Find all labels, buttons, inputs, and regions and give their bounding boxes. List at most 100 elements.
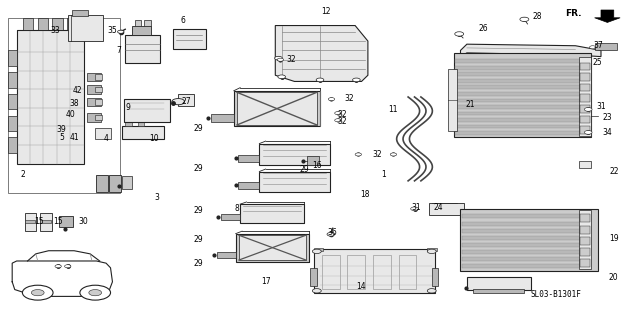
Circle shape: [390, 153, 397, 156]
Bar: [240, 204, 304, 223]
Circle shape: [65, 265, 71, 268]
Circle shape: [278, 75, 285, 79]
Bar: [462, 250, 586, 254]
Bar: [456, 72, 580, 76]
Circle shape: [80, 285, 111, 300]
Circle shape: [89, 290, 102, 296]
Circle shape: [584, 108, 592, 111]
Text: 5: 5: [59, 133, 64, 142]
Bar: [462, 264, 586, 268]
Text: 32: 32: [372, 150, 382, 159]
Circle shape: [355, 153, 362, 156]
Bar: [238, 182, 259, 189]
Bar: [8, 51, 17, 66]
Circle shape: [55, 265, 61, 268]
Text: SL03-B1301F: SL03-B1301F: [531, 290, 582, 299]
Bar: [138, 122, 145, 126]
Bar: [125, 35, 161, 63]
Bar: [456, 112, 580, 115]
Text: 27: 27: [181, 97, 191, 106]
Text: 38: 38: [69, 99, 79, 108]
Text: 28: 28: [532, 12, 542, 21]
Bar: [579, 161, 591, 168]
Bar: [428, 248, 437, 251]
Text: 32: 32: [344, 94, 353, 103]
Circle shape: [328, 98, 335, 101]
Text: 36: 36: [328, 227, 338, 236]
Bar: [17, 30, 84, 164]
Text: 29: 29: [194, 164, 204, 173]
Text: 20: 20: [609, 273, 619, 282]
Bar: [580, 214, 590, 222]
Bar: [40, 220, 51, 223]
Text: 32: 32: [337, 110, 347, 119]
Bar: [259, 172, 330, 192]
Bar: [462, 229, 586, 233]
Text: 29: 29: [194, 124, 204, 133]
Bar: [109, 175, 121, 192]
Bar: [124, 99, 170, 122]
Bar: [580, 105, 590, 113]
Bar: [456, 92, 580, 96]
Bar: [432, 268, 438, 286]
Text: 4: 4: [104, 134, 109, 144]
Text: 17: 17: [261, 277, 271, 286]
Bar: [456, 131, 580, 135]
Bar: [456, 79, 580, 83]
Text: 30: 30: [79, 217, 88, 226]
Bar: [462, 257, 586, 261]
Text: 15: 15: [34, 217, 44, 226]
Text: 3: 3: [155, 193, 159, 202]
Text: 15: 15: [53, 217, 63, 226]
Circle shape: [312, 289, 321, 293]
Bar: [8, 116, 17, 131]
Bar: [580, 259, 590, 267]
Bar: [87, 73, 101, 81]
Bar: [456, 66, 580, 70]
Bar: [467, 277, 531, 290]
Text: 12: 12: [322, 7, 331, 16]
Bar: [25, 213, 36, 231]
Bar: [238, 155, 259, 162]
Bar: [580, 84, 590, 91]
Text: 32: 32: [287, 55, 296, 64]
Circle shape: [172, 99, 184, 105]
Bar: [461, 209, 598, 271]
Bar: [234, 91, 320, 126]
Text: 14: 14: [356, 282, 366, 291]
Bar: [456, 124, 580, 128]
Bar: [348, 256, 365, 289]
Text: 16: 16: [312, 161, 322, 170]
Bar: [399, 256, 417, 289]
Text: 29: 29: [194, 235, 204, 244]
Text: 32: 32: [337, 117, 347, 126]
Bar: [314, 248, 323, 251]
Polygon shape: [595, 10, 620, 22]
Bar: [373, 256, 391, 289]
Bar: [307, 156, 319, 165]
Bar: [25, 220, 35, 223]
Text: 7: 7: [116, 46, 121, 55]
Polygon shape: [275, 26, 368, 81]
Text: 29: 29: [300, 165, 309, 174]
Circle shape: [277, 58, 284, 61]
Bar: [221, 214, 240, 220]
Bar: [456, 85, 580, 89]
Text: 37: 37: [593, 41, 603, 50]
Bar: [8, 18, 120, 193]
Bar: [462, 222, 586, 226]
Bar: [239, 235, 306, 260]
Bar: [38, 18, 48, 30]
Text: 41: 41: [69, 133, 79, 142]
Text: 29: 29: [194, 259, 204, 268]
Bar: [60, 216, 74, 227]
Circle shape: [584, 130, 592, 134]
Bar: [67, 18, 77, 30]
Circle shape: [316, 78, 324, 82]
Bar: [456, 99, 580, 102]
Bar: [135, 20, 141, 26]
Circle shape: [335, 119, 341, 122]
Bar: [237, 92, 317, 125]
Bar: [314, 249, 435, 293]
Bar: [579, 210, 591, 269]
